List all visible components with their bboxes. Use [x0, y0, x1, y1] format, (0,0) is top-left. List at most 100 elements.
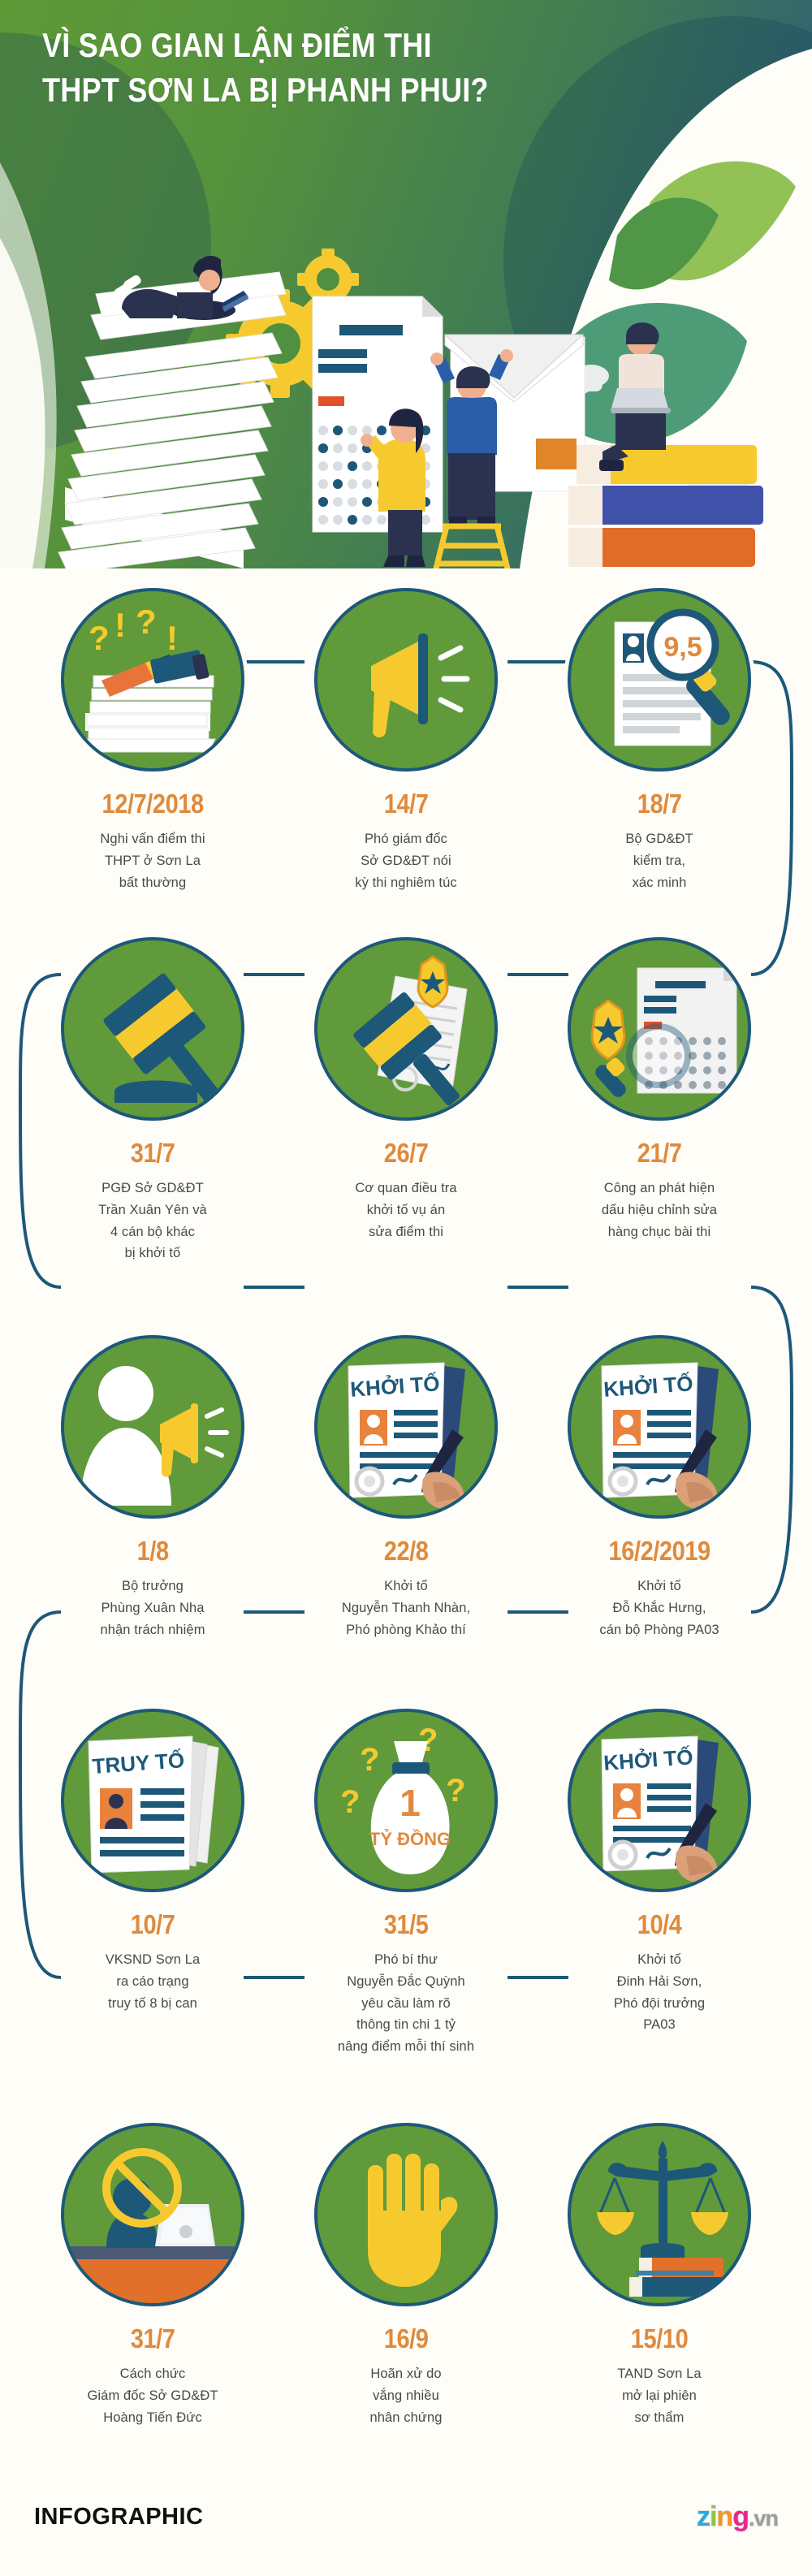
books-stack-illustration: [568, 322, 763, 567]
hand-with-pen-icon: [421, 1429, 464, 1510]
timeline-description: Cách chức Giám đốc Sở GD&ĐT Hoàng Tiến Đ…: [87, 2366, 218, 2425]
bag-unit: TỶ ĐỒNG: [369, 1829, 451, 1849]
timeline-card[interactable]: ?! ?!: [47, 588, 258, 937]
timeline-card[interactable]: KHỞI TỐ: [554, 1709, 765, 2123]
timeline-date: 21/7: [637, 1138, 682, 1168]
timeline-description: Khởi tố Nguyễn Thanh Nhàn, Phó phòng Khả…: [341, 1579, 471, 1637]
svg-text:?: ?: [446, 1773, 465, 1809]
prosecution-document-signing-icon: KHỞI TỐ: [568, 1709, 751, 1892]
title-line-2: THPT SƠN LA BỊ PHANH PHUI?: [42, 71, 489, 110]
timeline-card[interactable]: KHỞI TỐ: [300, 1335, 512, 1709]
timeline-date: 16/2/2019: [608, 1536, 710, 1566]
timeline-card[interactable]: KHỞI TỐ: [554, 1335, 765, 1709]
timeline-description: Khởi tố Đinh Hải Sơn, Phó đội trưởng PA0…: [613, 1952, 706, 2033]
timeline-card[interactable]: 1/8 Bộ trưởng Phùng Xuân Nhạ nhận trách …: [47, 1335, 258, 1709]
timeline-date: 31/5: [383, 1909, 429, 1939]
timeline-row-3: 1/8 Bộ trưởng Phùng Xuân Nhạ nhận trách …: [0, 1335, 812, 1709]
zing-logo-n: n: [716, 2500, 734, 2533]
person-silhouette-megaphone-icon: [61, 1335, 244, 1519]
timeline-row-4: TRUY TỐ 10/7 VKSND Sơn La ra cáo: [0, 1709, 812, 2123]
ladder-icon: [433, 523, 511, 568]
money-bag-question-marks-icon: ?? ?? 1 TỶ ĐỒNG: [314, 1709, 498, 1892]
prohibited-icon: [102, 2148, 182, 2228]
prosecution-document-signing-icon: KHỞI TỐ: [314, 1335, 498, 1519]
zing-logo-z: z: [696, 2500, 711, 2533]
timeline-description: TAND Sơn La mở lại phiên sơ thẩm: [617, 2366, 702, 2425]
person-raising-hands-icon: [430, 349, 513, 528]
timeline-description: Nghi vấn điểm thi THPT ở Sơn La bất thườ…: [100, 832, 205, 890]
dismissal-prohibited-desk-icon: [61, 2123, 244, 2306]
police-badge-icon: [417, 955, 449, 1009]
scales-of-justice-books-icon: [568, 2123, 751, 2306]
infographic-label-text: INFOGRAPHIC: [34, 2503, 204, 2530]
infographic-label: INFOGRAPHIC: [34, 2504, 204, 2531]
police-badge-answer-sheet-magnifier-icon: [568, 937, 751, 1121]
timeline-date: 1/8: [136, 1536, 169, 1566]
gavel-icon: [61, 937, 244, 1121]
zing-vn-logo[interactable]: z i n g .vn: [696, 2500, 780, 2533]
svg-text:?: ?: [89, 619, 110, 657]
timeline-row-2: 31/7 PGĐ Sở GD&ĐT Trần Xuân Yên và 4 cán…: [0, 937, 812, 1335]
svg-text:?: ?: [136, 603, 157, 641]
magnifier: 9,5: [646, 608, 730, 725]
timeline-date: 12/7/2018: [102, 789, 204, 819]
police-badge-icon: [590, 999, 626, 1061]
page-title: VÌ SAO GIAN LẬN ĐIỂM THI THPT SƠN LA BỊ …: [42, 23, 657, 113]
timeline-card[interactable]: TRUY TỐ 10/7 VKSND Sơn La ra cáo: [47, 1709, 258, 2123]
prosecution-document-signing-icon: KHỞI TỐ: [568, 1335, 751, 1519]
person-pointing-icon: [361, 408, 425, 567]
timeline-card[interactable]: 21/7 Công an phát hiện dấu hiệu chỉnh sử…: [554, 937, 765, 1335]
timeline-description: Phó bí thư Nguyễn Đắc Quỳnh yêu cầu làm …: [337, 1952, 475, 2055]
stop-hand-icon: [314, 2123, 498, 2306]
timeline-date: 22/8: [383, 1536, 429, 1566]
books-icon: [629, 2258, 725, 2297]
hero-banner: VÌ SAO GIAN LẬN ĐIỂM THI THPT SƠN LA BỊ …: [0, 0, 812, 568]
stamp-text: KHỞI TỐ: [603, 1370, 693, 1402]
timeline-description: Phó giám đốc Sở GD&ĐT nói kỳ thi nghiêm …: [355, 832, 457, 890]
timeline-card[interactable]: ?? ?? 1 TỶ ĐỒNG 31/5 Phó bí thư Nguyễn Đ…: [300, 1709, 512, 2123]
hand-with-pen-icon: [675, 1429, 718, 1510]
hero-illustration: [0, 49, 812, 568]
timeline-date: 31/7: [130, 2323, 175, 2353]
person-with-laptop-icon: [599, 322, 671, 471]
score-value: 9,5: [663, 632, 702, 663]
timeline-card[interactable]: 31/7 PGĐ Sở GD&ĐT Trần Xuân Yên và 4 cán…: [47, 937, 258, 1335]
timeline-description: Hoãn xử do vắng nhiều nhân chứng: [369, 2366, 443, 2425]
hand-with-pen-icon: [675, 1803, 718, 1883]
timeline-card[interactable]: 26/7 Cơ quan điều tra khởi tố vụ án sửa …: [300, 937, 512, 1335]
timeline-date: 10/4: [637, 1909, 682, 1939]
svg-text:?: ?: [360, 1742, 379, 1778]
svg-text:!: !: [114, 606, 126, 644]
indictment-document-icon: TRUY TỐ: [61, 1709, 244, 1892]
title-line-1: VÌ SAO GIAN LẬN ĐIỂM THI: [42, 26, 432, 64]
zing-logo-tld: .vn: [748, 2505, 780, 2531]
timeline-date: 31/7: [130, 1138, 175, 1168]
megaphone-icon: [314, 588, 498, 772]
stamp-text: KHỞI TỐ: [349, 1370, 440, 1402]
exam-papers-question-marks-icon: ?! ?!: [61, 588, 244, 772]
timeline-row-1: ?! ?!: [0, 588, 812, 937]
document-magnifier-score-icon: 9,5: [568, 588, 751, 772]
svg-text:!: !: [166, 619, 178, 657]
zing-logo-i: i: [709, 2500, 718, 2533]
zing-logo-g: g: [732, 2500, 749, 2533]
timeline-date: 26/7: [383, 1138, 429, 1168]
timeline-description: Bộ GD&ĐT kiểm tra, xác minh: [625, 832, 693, 890]
timeline-date: 18/7: [637, 789, 682, 819]
timeline-description: Cơ quan điều tra khởi tố vụ án sửa điểm …: [355, 1181, 457, 1239]
timeline-card[interactable]: 9,5 18/7 Bộ GD&ĐT kiểm tra, xác minh: [554, 588, 765, 937]
timeline-card[interactable]: 14/7 Phó giám đốc Sở GD&ĐT nói kỳ thi ng…: [300, 588, 512, 937]
bag-amount: 1: [400, 1782, 421, 1824]
timeline: ?! ?!: [0, 568, 812, 2472]
paper-stack-illustration: [58, 255, 287, 568]
timeline-row-5: 31/7 Cách chức Giám đốc Sở GD&ĐT Hoàng T…: [0, 2123, 812, 2464]
timeline-card[interactable]: 15/10 TAND Sơn La mở lại phiên sơ thẩm: [554, 2123, 765, 2464]
timeline-description: Công an phát hiện dấu hiệu chỉnh sửa hàn…: [601, 1181, 718, 1239]
svg-text:?: ?: [340, 1784, 360, 1820]
timeline-description: Bộ trưởng Phùng Xuân Nhạ nhận trách nhiệ…: [100, 1579, 205, 1637]
footer: INFOGRAPHIC z i n g .vn: [0, 2472, 812, 2561]
timeline-card[interactable]: 31/7 Cách chức Giám đốc Sở GD&ĐT Hoàng T…: [47, 2123, 258, 2464]
timeline-date: 16/9: [383, 2323, 429, 2353]
timeline-card[interactable]: 16/9 Hoãn xử do vắng nhiều nhân chứng: [300, 2123, 512, 2464]
stamp-text: KHỞI TỐ: [603, 1744, 693, 1775]
